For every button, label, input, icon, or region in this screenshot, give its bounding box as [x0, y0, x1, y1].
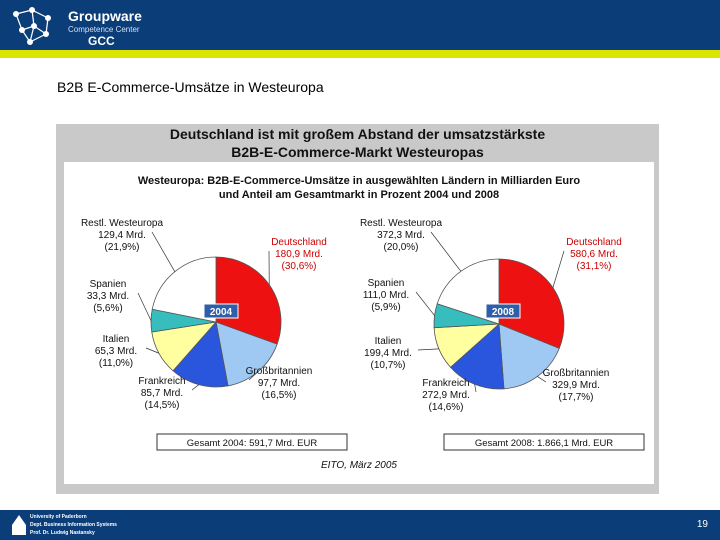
year-badge-2008: [485, 303, 521, 319]
brand-abbr: GCC: [88, 34, 115, 48]
chart-title: Westeuropa: B2B-E-Commerce-Umsätze in au…: [138, 175, 581, 187]
pie-2008-label-value-3: 199,4 Mrd.: [364, 348, 412, 359]
footer-professor: Prof. Dr. Ludwig Nastansky: [30, 530, 95, 536]
chart-subtitle: und Anteil am Gesamtmarkt in Prozent 200…: [219, 189, 499, 201]
pie-2008-label-percent-3: (10,7%): [370, 360, 405, 371]
pie-2004-label-name-5: Restl. Westeuropa: [81, 218, 164, 229]
pie-2004-label-percent-5: (21,9%): [104, 242, 139, 253]
pie-2004-label-percent-3: (11,0%): [99, 358, 133, 369]
chart-source: EITO, März 2005: [321, 460, 397, 471]
pie-2004-label-percent-0: (30,6%): [281, 261, 316, 272]
pie-2004-leader-2: [191, 384, 199, 391]
pie-2004-slice-0: [215, 256, 282, 345]
brand-subtitle: Competence Center: [68, 25, 140, 34]
pie-2008-leader-0: [552, 250, 565, 288]
university-logo-icon: [12, 515, 26, 535]
pie-2004-leader-4: [137, 292, 152, 321]
pie-2008-label-percent-2: (14,6%): [428, 402, 463, 413]
pie-charts: Westeuropa: B2B-E-Commerce-Umsätze in au…: [81, 175, 645, 471]
pie-2008-leader-3: [417, 348, 439, 351]
pie-2004-label-name-3: Italien: [103, 334, 130, 345]
pie-2004-label-name-1: Großbritannien: [246, 366, 313, 377]
pie-2008-label-name-1: Großbritannien: [543, 368, 610, 379]
pie-2008-label-name-0: Deutschland: [566, 237, 622, 248]
pie-2008-label-value-4: 111,0 Mrd.: [363, 290, 409, 301]
footer-university: University of Paderborn: [30, 514, 87, 520]
total-box-2008: [443, 433, 645, 451]
total-box-2004: [156, 433, 348, 451]
header-bar: Groupware Competence Center GCC: [0, 0, 720, 58]
pie-2008-leader-4: [415, 291, 435, 316]
pie-2004-leader-3: [145, 347, 160, 354]
pie-2004-label-name-4: Spanien: [90, 279, 127, 290]
pie-2004-label-value-1: 97,7 Mrd.: [258, 378, 300, 389]
year-badge-2004: [203, 303, 239, 319]
pie-2008-label-value-2: 272,9 Mrd.: [422, 390, 470, 401]
pie-2004-label-percent-4: (5,6%): [93, 303, 122, 314]
panel-heading-line1: Deutschland ist mit großem Abstand der u…: [169, 126, 546, 142]
pie-2008-leader-2: [474, 384, 477, 393]
slide-title: B2B E-Commerce-Umsätze in Westeuropa: [57, 79, 324, 95]
pie-2008-slice-0: [498, 258, 565, 349]
pie-2008-label-name-5: Restl. Westeuropa: [360, 218, 443, 229]
panel-heading-line2: B2B-E-Commerce-Markt Westeuropas: [231, 144, 484, 160]
pie-2008-leader-1: [537, 376, 547, 383]
year-badge-text-2008: 2008: [492, 307, 515, 318]
chart-area: Westeuropa: B2B-E-Commerce-Umsätze in au…: [64, 162, 654, 484]
globe-network-icon: [13, 7, 51, 45]
pie-2008-leader-5: [430, 231, 462, 272]
pie-2008-label-name-3: Italien: [375, 336, 402, 347]
pie-2004-label-value-3: 65,3 Mrd.: [95, 346, 137, 357]
pie-2008-label-percent-4: (5,9%): [371, 302, 400, 313]
total-label-2008: Gesamt 2008: 1.866,1 Mrd. EUR: [475, 438, 613, 449]
pie-2004-label-percent-2: (14,5%): [144, 400, 179, 411]
pie-2008-slice-1: [498, 323, 560, 390]
pie-2004-leader-1: [248, 371, 259, 381]
total-label-2004: Gesamt 2004: 591,7 Mrd. EUR: [187, 438, 318, 449]
year-badge-text-2004: 2004: [210, 307, 233, 318]
pie-2008-label-percent-0: (31,1%): [576, 261, 611, 272]
footer-department: Dept. Business Information Systems: [30, 522, 117, 528]
pie-2008-slice-2: [449, 323, 505, 390]
pie-2004-label-percent-1: (16,5%): [261, 390, 296, 401]
pie-2004-label-name-2: Frankreich: [138, 376, 185, 387]
pie-2008-label-percent-1: (17,7%): [558, 392, 593, 403]
pie-2008-label-value-0: 580,6 Mrd.: [570, 249, 618, 260]
pie-2004-label-value-5: 129,4 Mrd.: [98, 230, 146, 241]
pie-2004-leader-5: [151, 231, 176, 272]
pie-2004-label-value-2: 85,7 Mrd.: [141, 388, 183, 399]
page-number: 19: [696, 519, 708, 530]
pie-2004-label-value-0: 180,9 Mrd.: [275, 249, 323, 260]
pie-2008-slice-5: [436, 258, 500, 325]
pie-2004-slice-1: [215, 321, 278, 387]
pie-2008-label-value-5: 372,3 Mrd.: [377, 230, 425, 241]
chart-panel: Deutschland ist mit großem Abstand der u…: [56, 124, 659, 494]
brand: Groupware Competence Center GCC: [8, 4, 208, 48]
pie-2004-slice-2: [172, 321, 229, 388]
pie-2008-label-name-2: Frankreich: [422, 378, 469, 389]
brand-title: Groupware: [68, 8, 142, 24]
pie-2008-label-percent-5: (20,0%): [383, 242, 418, 253]
pie-2004-label-value-4: 33,3 Mrd.: [87, 291, 129, 302]
footer-bar: University of Paderborn Dept. Business I…: [0, 510, 720, 540]
pie-2008-label-name-4: Spanien: [368, 278, 405, 289]
accent-line: [0, 50, 720, 58]
pie-2008-label-value-1: 329,9 Mrd.: [552, 380, 600, 391]
pie-2004-label-name-0: Deutschland: [271, 237, 327, 248]
